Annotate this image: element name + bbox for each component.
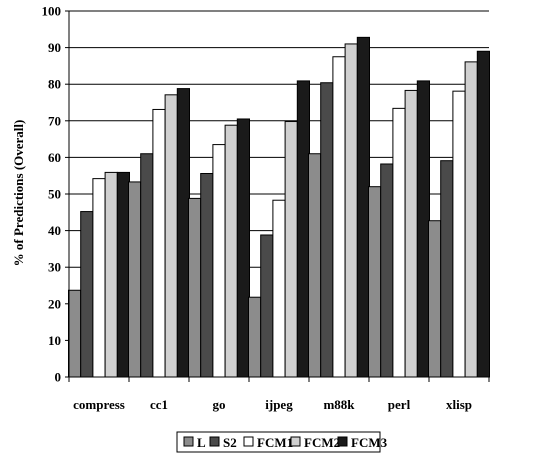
bar-l-compress — [68, 289, 82, 378]
legend-swatch-s2 — [209, 436, 220, 447]
bar-fcm2-go — [224, 124, 238, 378]
bar-fcm2-cc1 — [164, 94, 178, 378]
bar-s2-go — [200, 173, 214, 378]
bar-l-ijpeg — [248, 296, 262, 378]
bar-fcm3-m88k — [356, 36, 370, 378]
y-tick-label: 20 — [48, 296, 61, 311]
bars — [68, 36, 490, 378]
bar-s2-ijpeg — [260, 234, 274, 378]
x-category-label: ijpeg — [265, 397, 293, 412]
bar-s2-xlisp — [440, 160, 454, 378]
bar-fcm3-xlisp — [476, 50, 490, 378]
bar-fcm1-go — [212, 144, 226, 378]
legend-swatch-l — [183, 436, 194, 447]
bar-fcm3-go — [236, 118, 251, 378]
x-category-label: perl — [388, 397, 411, 412]
legend-label: FCM2 — [304, 435, 340, 450]
y-tick-label: 30 — [48, 260, 61, 275]
bar-fcm3-ijpeg — [296, 80, 310, 378]
bar-fcm1-ijpeg — [272, 199, 286, 378]
bar-l-perl — [368, 186, 382, 378]
y-tick-label: 90 — [48, 40, 61, 55]
x-category-label: cc1 — [150, 397, 168, 412]
legend: L S2 FCM1 FCM2 FCM3 — [176, 431, 388, 453]
bar-fcm2-ijpeg — [284, 121, 298, 378]
y-tick-label: 70 — [48, 113, 61, 128]
bar-fcm1-perl — [392, 107, 406, 378]
bar-fcm1-compress — [92, 178, 106, 378]
y-tick-label: 80 — [48, 77, 61, 92]
bar-fcm2-perl — [404, 89, 418, 378]
bar-fcm2-compress — [104, 171, 118, 378]
y-tick-label: 100 — [42, 4, 62, 19]
bar-s2-m88k — [320, 82, 334, 378]
legend-label: S2 — [223, 435, 237, 450]
legend-label: FCM1 — [257, 435, 293, 450]
legend-swatch-fcm3 — [337, 436, 348, 447]
x-category-label: m88k — [323, 397, 355, 412]
legend-label: FCM3 — [351, 435, 388, 450]
y-tick-label: 60 — [48, 150, 61, 165]
bar-fcm1-xlisp — [452, 90, 466, 378]
bar-l-go — [188, 197, 202, 378]
y-tick-label: 50 — [48, 187, 61, 202]
bar-l-xlisp — [428, 220, 442, 378]
axes: 0 10 20 30 40 50 60 70 80 90 100 compress cc1 go ijpeg… — [42, 4, 490, 412]
y-axis-title: % of Predictions (Overall) — [11, 120, 26, 267]
bar-l-cc1 — [128, 181, 142, 378]
x-category-label: go — [213, 397, 226, 412]
y-tick-label: 40 — [48, 223, 61, 238]
y-tick-label: 10 — [48, 333, 61, 348]
bar-s2-perl — [380, 163, 394, 378]
legend-box — [176, 431, 381, 453]
x-category-label: xlisp — [446, 397, 472, 412]
bar-fcm3-perl — [416, 80, 430, 378]
bar-fcm2-xlisp — [464, 61, 478, 378]
bar-fcm2-m88k — [344, 43, 358, 378]
bar-s2-cc1 — [140, 153, 154, 378]
bar-fcm1-m88k — [332, 56, 346, 378]
bar-l-m88k — [308, 153, 322, 378]
legend-label: L — [197, 435, 206, 450]
y-tick-label: 0 — [55, 370, 62, 385]
bar-s2-compress — [80, 211, 94, 378]
bar-fcm3-cc1 — [176, 88, 191, 378]
bar-fcm1-cc1 — [152, 108, 166, 378]
x-category-label: compress — [73, 397, 125, 412]
legend-swatch-fcm2 — [290, 436, 301, 447]
legend-swatch-fcm1 — [243, 436, 254, 447]
bar-fcm3-compress — [116, 171, 131, 378]
